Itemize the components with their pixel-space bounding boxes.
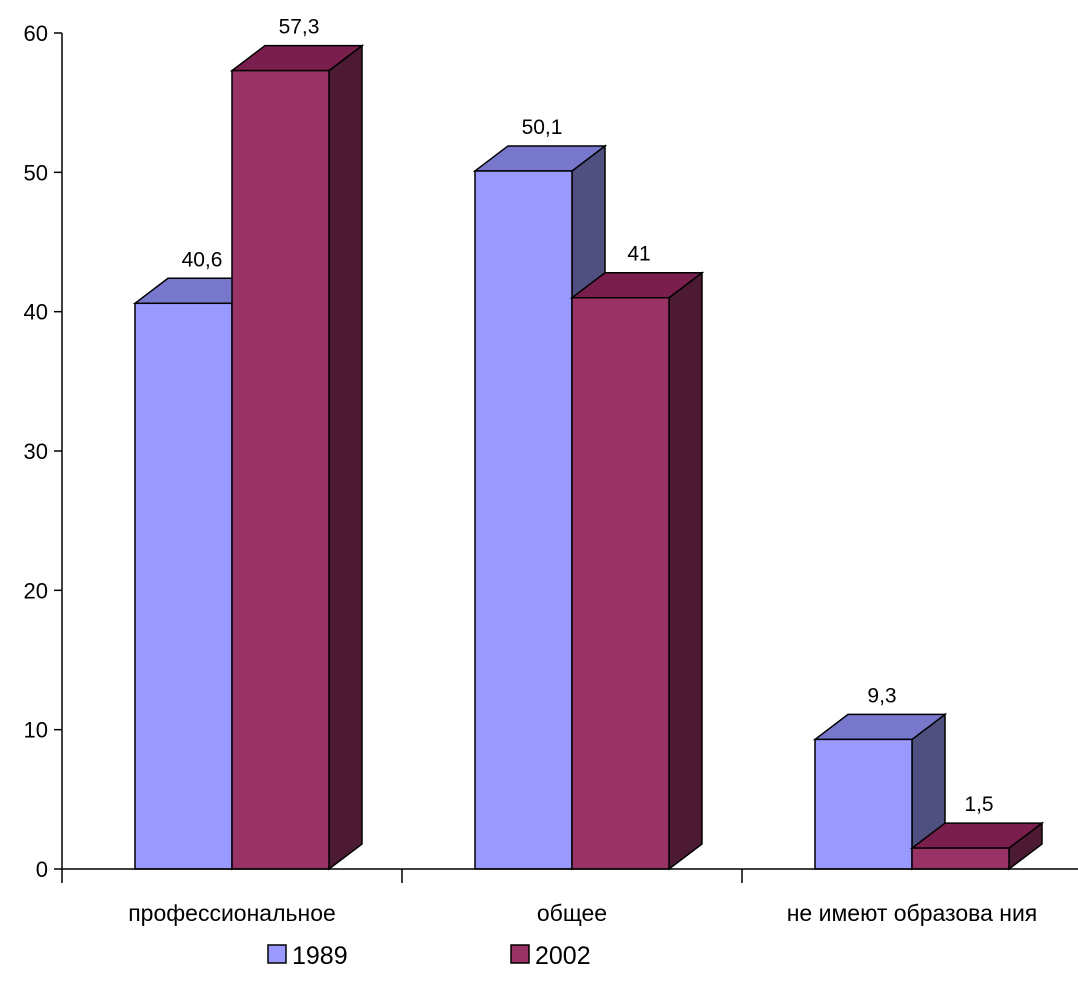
bar-2002-0 [232,71,329,869]
bar-side-2002-0 [329,46,362,869]
y-tick-label-60: 60 [24,21,48,46]
category-label-0: профессиональное [128,900,336,926]
data-label-1989-2: 9,3 [867,684,896,707]
bar-2002-1 [572,298,669,869]
bar-1989-1 [475,171,572,869]
legend-swatch-2002 [511,945,529,963]
bar-1989-0 [135,303,232,869]
bar-2002-2 [912,848,1009,869]
bar-side-2002-1 [669,273,702,869]
data-label-1989-0: 40,6 [182,248,223,271]
y-tick-label-50: 50 [24,160,48,185]
legend: 1989 2002 [268,942,591,970]
y-tick-label-10: 10 [24,718,48,743]
y-tick-label-20: 20 [24,578,48,603]
category-label-2: не имеют образова ния [787,900,1038,926]
data-label-1989-1: 50,1 [522,116,563,139]
y-tick-label-40: 40 [24,300,48,325]
legend-label-2002: 2002 [535,942,591,970]
data-label-2002-2: 1,5 [964,793,993,816]
y-tick-label-0: 0 [36,857,48,882]
category-label-1: общее [537,900,607,926]
legend-label-1989: 1989 [292,942,348,970]
data-label-2002-1: 41 [627,243,650,266]
data-label-2002-0: 57,3 [279,16,320,39]
bar-1989-2 [815,739,912,869]
bars-layer [135,46,1042,869]
y-tick-label-30: 30 [24,439,48,464]
legend-swatch-1989 [268,945,286,963]
